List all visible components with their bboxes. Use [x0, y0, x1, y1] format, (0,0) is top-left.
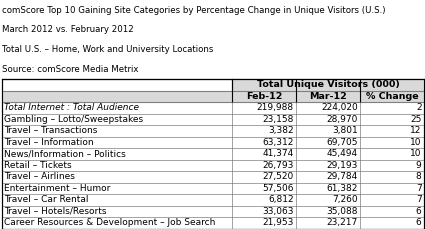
Text: 7: 7: [416, 184, 422, 193]
Text: 23,217: 23,217: [327, 218, 358, 227]
Text: Travel – Hotels/Resorts: Travel – Hotels/Resorts: [4, 207, 106, 216]
Text: Entertainment – Humor: Entertainment – Humor: [4, 184, 110, 193]
Text: Total Unique Visitors (000): Total Unique Visitors (000): [257, 80, 400, 89]
Text: Gambling – Lotto/Sweepstakes: Gambling – Lotto/Sweepstakes: [4, 115, 143, 124]
Text: % Change: % Change: [366, 92, 419, 101]
Text: 3,382: 3,382: [268, 126, 294, 135]
Text: Retail – Tickets: Retail – Tickets: [4, 161, 71, 170]
Text: News/Information – Politics: News/Information – Politics: [4, 149, 125, 158]
Text: 29,784: 29,784: [327, 172, 358, 181]
Text: 10: 10: [410, 149, 422, 158]
Text: 61,382: 61,382: [326, 184, 358, 193]
Text: 6: 6: [416, 218, 422, 227]
Text: 224,020: 224,020: [321, 103, 358, 112]
Text: 25: 25: [410, 115, 422, 124]
Text: Total U.S. – Home, Work and University Locations: Total U.S. – Home, Work and University L…: [2, 45, 213, 54]
Text: 21,953: 21,953: [262, 218, 294, 227]
Text: 29,193: 29,193: [326, 161, 358, 170]
Text: 9: 9: [416, 161, 422, 170]
Text: Travel – Car Rental: Travel – Car Rental: [4, 195, 88, 204]
Text: comScore Top 10 Gaining Site Categories by Percentage Change in Unique Visitors : comScore Top 10 Gaining Site Categories …: [2, 6, 385, 15]
Text: 41,374: 41,374: [263, 149, 294, 158]
Text: Mar-12: Mar-12: [309, 92, 347, 101]
Text: 6: 6: [416, 207, 422, 216]
Text: 35,088: 35,088: [326, 207, 358, 216]
Text: 8: 8: [416, 172, 422, 181]
Text: 3,801: 3,801: [332, 126, 358, 135]
Text: 10: 10: [410, 138, 422, 147]
Text: Travel – Transactions: Travel – Transactions: [4, 126, 97, 135]
Text: 23,158: 23,158: [262, 115, 294, 124]
Text: 69,705: 69,705: [326, 138, 358, 147]
Text: 27,520: 27,520: [263, 172, 294, 181]
Bar: [2, 91, 424, 102]
Bar: [232, 79, 424, 91]
Text: 33,063: 33,063: [262, 207, 294, 216]
Text: 28,970: 28,970: [326, 115, 358, 124]
Text: 6,812: 6,812: [268, 195, 294, 204]
Text: 7: 7: [416, 195, 422, 204]
Text: 63,312: 63,312: [262, 138, 294, 147]
Text: 57,506: 57,506: [262, 184, 294, 193]
Text: March 2012 vs. February 2012: March 2012 vs. February 2012: [2, 25, 134, 35]
Text: 45,494: 45,494: [327, 149, 358, 158]
Text: 7,260: 7,260: [332, 195, 358, 204]
Text: Feb-12: Feb-12: [246, 92, 282, 101]
Text: 219,988: 219,988: [257, 103, 294, 112]
Text: Total Internet : Total Audience: Total Internet : Total Audience: [4, 103, 139, 112]
Text: Source: comScore Media Metrix: Source: comScore Media Metrix: [2, 65, 139, 74]
Text: 26,793: 26,793: [262, 161, 294, 170]
Text: Travel – Information: Travel – Information: [4, 138, 94, 147]
Bar: [2, 79, 424, 229]
Text: Travel – Airlines: Travel – Airlines: [4, 172, 75, 181]
Text: 2: 2: [416, 103, 422, 112]
Text: Career Resources & Development – Job Search: Career Resources & Development – Job Sea…: [4, 218, 215, 227]
Text: 12: 12: [410, 126, 422, 135]
